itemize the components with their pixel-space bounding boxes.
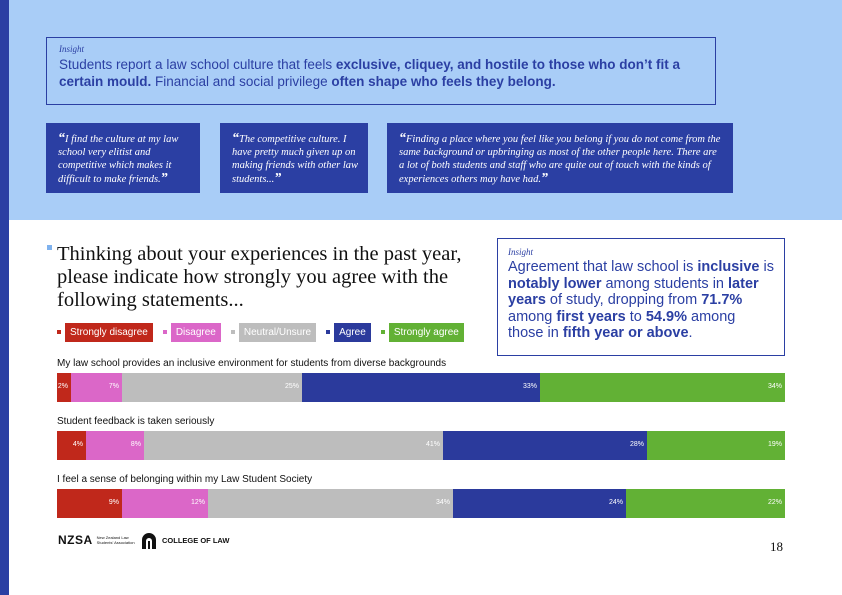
bar-segment [626, 489, 785, 518]
data-label: 28% [629, 441, 644, 448]
bar-segment [86, 431, 144, 460]
legend-item: Strongly disagree [57, 322, 153, 342]
college-of-law-logo: COLLEGE OF LAW [140, 532, 230, 550]
legend-swatch [162, 330, 167, 334]
insight-run: to [625, 308, 646, 325]
legend-item: Strongly agree [380, 322, 464, 342]
bar-segment [647, 431, 785, 460]
nzsa-logo-subtitle: New Zealand Law Students’ Association [96, 535, 135, 545]
insight-emphasis: often shape who feels they belong. [331, 74, 556, 89]
bar-segment [122, 373, 302, 402]
legend-swatch [380, 330, 385, 334]
legend-label: Disagree [170, 322, 221, 342]
quote-card-3: “Finding a place where you feel like you… [387, 123, 733, 193]
statement-label: Student feedback is taken seriously [57, 416, 215, 427]
data-label: 7% [108, 383, 119, 390]
insight-run: Students report a law school culture tha… [59, 57, 336, 72]
bar-segment [443, 431, 647, 460]
bar-segment [57, 373, 71, 402]
legend-item: Neutral/Unsure [230, 322, 317, 342]
bar-segment [208, 489, 453, 518]
insight-tag: Insight [508, 247, 534, 257]
data-label: 41% [425, 441, 440, 448]
chart-legend: Strongly disagree Disagree Neutral/Unsure A… [57, 322, 474, 342]
legend-item: Disagree [162, 322, 221, 342]
heading-bullet [47, 245, 52, 250]
college-of-law-name: COLLEGE OF LAW [162, 536, 230, 545]
bar-row: 2% 7% 25% 33% 34% [57, 373, 785, 402]
insight-run: Financial and social privilege [151, 74, 332, 89]
bar-segment [57, 489, 122, 518]
insight-tag: Insight [59, 44, 85, 54]
statement-label: I feel a sense of belonging within my La… [57, 474, 313, 485]
quote-card-1: “I find the culture at my law school ver… [46, 123, 200, 193]
insight-run: among [508, 308, 557, 325]
insight-run: is [759, 259, 774, 275]
insight-run: Agreement that law school is [508, 259, 698, 275]
quote-open-mark: “ [399, 131, 406, 146]
insight-emphasis: exclusive, cliquey, and hostile to those… [59, 57, 680, 89]
legend-label: Agree [334, 322, 371, 342]
bar-segment [453, 489, 626, 518]
insight-emphasis: fifth year or above [562, 325, 689, 341]
quote-text: Finding a place where you feel like you … [399, 134, 721, 185]
insight-text: Agreement that law school is inclusive i… [508, 259, 774, 342]
left-accent-rule [0, 0, 9, 595]
insight-text: Students report a law school culture tha… [59, 56, 703, 90]
legend-label: Strongly agree [388, 322, 464, 342]
data-label: 34% [767, 383, 782, 390]
bar-segment [144, 431, 443, 460]
legend-swatch [57, 330, 61, 334]
insight-run: . [688, 325, 693, 341]
data-label: 19% [767, 441, 782, 448]
insight-run: among students in [601, 275, 729, 292]
college-of-law-icon [142, 533, 156, 549]
statement-label: My law school provides an inclusive envi… [57, 358, 447, 369]
bar-segment [57, 431, 86, 460]
quote-text: I find the culture at my law school very… [58, 134, 179, 185]
legend-label: Neutral/Unsure [238, 322, 317, 342]
quote-close-mark: ” [274, 171, 282, 186]
quote-open-mark: “ [58, 131, 65, 146]
data-label: 33% [522, 383, 537, 390]
quote-card-2: “The competitive culture. I have pretty … [220, 123, 368, 193]
quote-text: The competitive culture. I have pretty m… [232, 134, 358, 185]
data-label: 12% [190, 499, 205, 506]
legend-swatch [326, 330, 331, 334]
data-label: 34% [435, 499, 450, 506]
legend-swatch [230, 330, 235, 334]
bar-row: 9% 12% 34% 24% 22% [57, 489, 785, 518]
bar-segment [71, 373, 122, 402]
quote-close-mark: ” [541, 171, 548, 186]
insight-run: of study, dropping from [545, 292, 702, 308]
data-label: 4% [72, 441, 83, 448]
insight-emphasis: 71.7% [701, 292, 743, 308]
quote-open-mark: “ [232, 131, 239, 146]
data-label: 8% [130, 441, 141, 448]
insight-box-top: Insight Students report a law school cul… [46, 37, 716, 105]
data-label: 2% [57, 383, 68, 390]
insight-emphasis: 54.9% [645, 308, 687, 325]
insight-emphasis: later years [508, 275, 759, 309]
insight-run: among those in [508, 308, 736, 342]
bar-row: 4% 8% 41% 28% 19% [57, 431, 785, 460]
bar-segment [122, 489, 208, 518]
bar-segment [540, 373, 785, 402]
page-number: 18 [770, 539, 783, 554]
nzsa-logo-mark: NZSA [58, 533, 93, 547]
insight-emphasis: first years [556, 308, 626, 325]
insight-box-right: Insight Agreement that law school is inc… [497, 238, 785, 356]
insight-emphasis: notably lower [508, 275, 602, 292]
data-label: 9% [108, 499, 119, 506]
data-label: 25% [284, 383, 299, 390]
legend-item: Agree [326, 322, 371, 342]
quote-close-mark: ” [160, 171, 168, 186]
data-label: 22% [767, 499, 782, 506]
question-heading: Thinking about your experiences in the p… [57, 243, 462, 311]
insight-emphasis: inclusive [697, 259, 760, 275]
nzsa-logo: NZSA New Zealand Law Students’ Associati… [58, 533, 141, 547]
legend-label: Strongly disagree [65, 322, 153, 342]
bar-segment [302, 373, 540, 402]
data-label: 24% [608, 499, 623, 506]
